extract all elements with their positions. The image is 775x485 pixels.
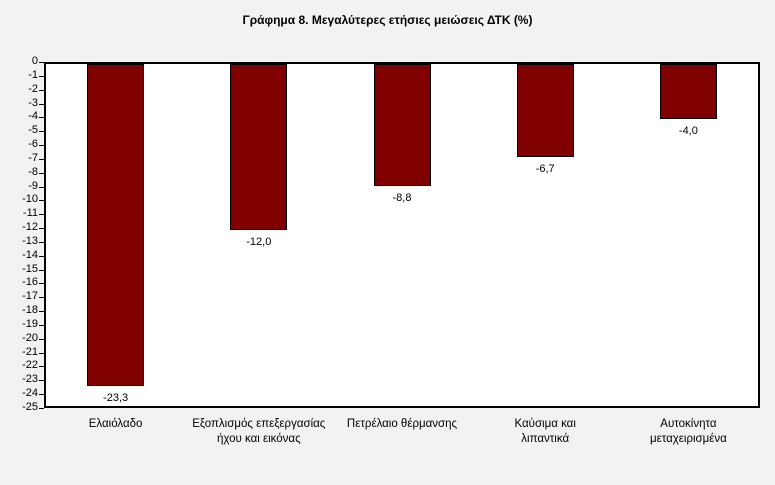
y-tick-label: -4 — [28, 110, 38, 123]
bar — [87, 64, 145, 386]
x-category-label: Εξοπλισμός επεξεργασίας ήχου και εικόνας — [192, 418, 326, 445]
y-tick-label: -14 — [22, 248, 38, 261]
bar-value-label: -23,3 — [103, 392, 129, 404]
y-tick-mark — [39, 103, 44, 105]
y-tick-label: -22 — [22, 359, 38, 372]
y-tick-mark — [39, 117, 44, 119]
x-category-label: Καύσιμα και λιπαντικά — [514, 418, 576, 445]
y-tick-label: -17 — [22, 290, 38, 303]
y-tick-mark — [39, 89, 44, 91]
bar-value-label: -8,8 — [392, 192, 412, 204]
y-tick-label: -18 — [22, 304, 38, 317]
y-tick-label: -6 — [28, 138, 38, 151]
y-tick-mark — [39, 255, 44, 257]
y-tick-label: 0 — [31, 55, 38, 67]
y-tick-mark — [39, 394, 44, 396]
y-tick-label: -15 — [22, 262, 38, 275]
y-tick-label: -25 — [22, 401, 38, 413]
y-tick-label: -20 — [22, 331, 38, 344]
y-tick-mark — [39, 75, 44, 77]
y-tick-label: -24 — [22, 387, 38, 400]
y-tick-label: -11 — [22, 207, 38, 220]
y-tick-mark — [39, 241, 44, 243]
y-tick-label: -8 — [28, 165, 38, 178]
y-tick-mark — [39, 145, 44, 147]
y-tick-mark — [39, 338, 44, 340]
y-tick-mark — [39, 366, 44, 368]
y-tick-mark — [39, 408, 44, 409]
y-tick-mark — [39, 352, 44, 354]
y-tick-mark — [39, 62, 44, 63]
y-tick-label: -5 — [28, 124, 38, 137]
bar — [230, 64, 288, 230]
bar — [516, 64, 574, 157]
y-tick-mark — [39, 214, 44, 216]
y-tick-label: -16 — [22, 276, 38, 289]
y-tick-label: -13 — [22, 234, 38, 247]
bar-value-label: -6,7 — [535, 163, 555, 175]
y-tick-label: -1 — [28, 68, 38, 81]
plot-area: -23,3 -12,0 -8,8 -6,7 -4,0 — [44, 62, 760, 408]
y-tick-mark — [39, 200, 44, 202]
y-tick-mark — [39, 311, 44, 313]
y-tick-mark — [39, 158, 44, 160]
y-tick-mark — [39, 172, 44, 174]
y-tick-label: -10 — [22, 193, 38, 206]
y-tick-label: -7 — [28, 151, 38, 164]
bar-value-label: -4,0 — [678, 125, 698, 137]
bar — [659, 64, 717, 119]
x-category-label: Πετρέλαιο θέρμανσης — [346, 418, 458, 430]
y-tick-label: -23 — [22, 373, 38, 386]
y-tick-mark — [39, 269, 44, 271]
y-tick-label: -19 — [22, 317, 38, 330]
y-tick-mark — [39, 380, 44, 382]
y-tick-label: -3 — [28, 96, 38, 109]
chart-title: Γράφημα 8. Μεγαλύτερες ετήσιες μειώσεις … — [242, 13, 533, 27]
y-tick-mark — [39, 297, 44, 299]
y-tick-mark — [39, 186, 44, 188]
bar — [373, 64, 431, 186]
y-tick-mark — [39, 324, 44, 326]
x-category-label: Ελαιόλαδο — [88, 418, 143, 430]
y-tick-label: -12 — [22, 221, 38, 234]
y-tick-mark — [39, 131, 44, 133]
y-tick-mark — [39, 228, 44, 230]
bar-value-label: -12,0 — [246, 236, 272, 248]
x-category-label: Αυτοκίνητα μεταχειρισμένα — [649, 418, 727, 445]
y-tick-label: -21 — [22, 345, 38, 358]
y-tick-label: -2 — [28, 82, 38, 95]
y-tick-label: -9 — [28, 179, 38, 192]
y-tick-mark — [39, 283, 44, 285]
